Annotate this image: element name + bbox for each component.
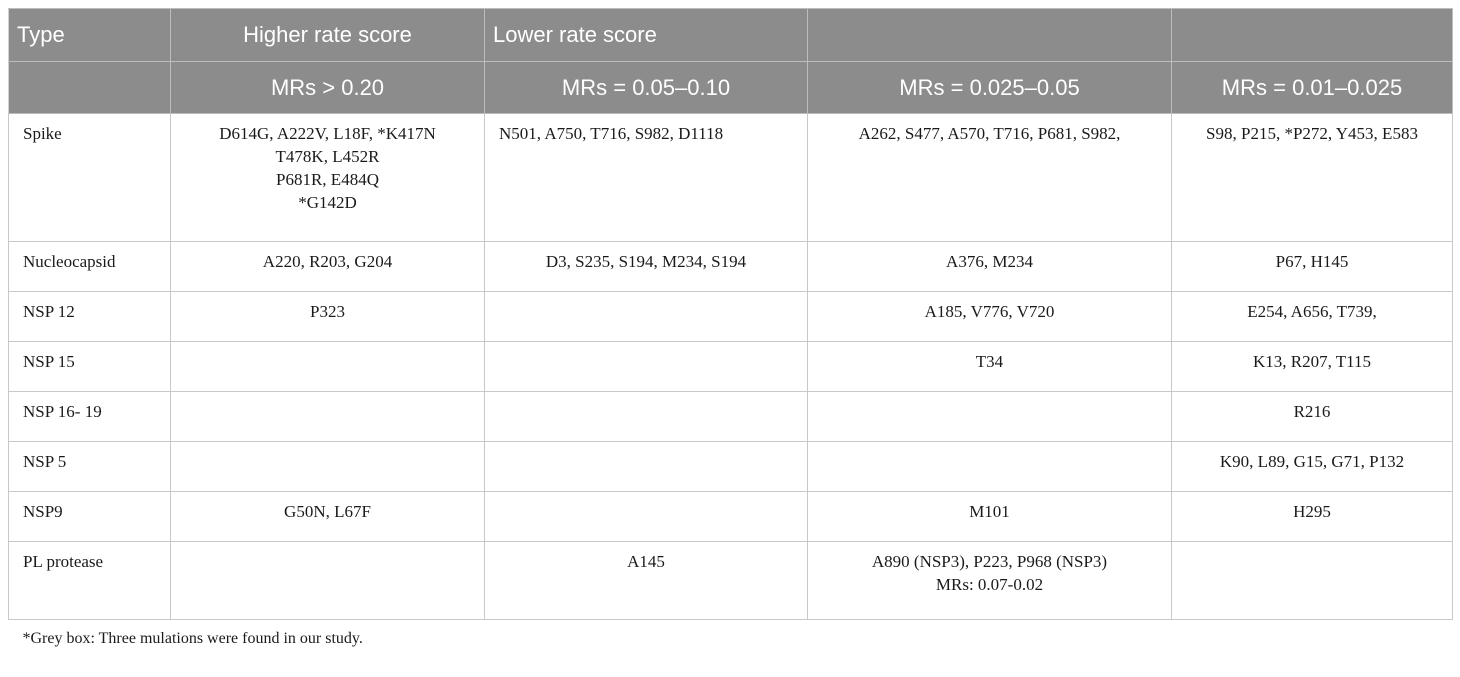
lower-rate-cell [484,441,808,492]
low-rate-cell: R216 [1171,391,1453,442]
mutation-list-line: *G142D [298,193,357,212]
mutation-list-line: D614G, A222V, L18F, *K417N [219,124,436,143]
table-body: Spike D614G, A222V, L18F, *K417N T478K, L4… [8,113,1453,620]
higher-rate-cell: A220, R203, G204 [170,241,485,292]
mutation-list-line: E254, A656, T739, [1247,302,1377,321]
higher-rate-cell: D614G, A222V, L18F, *K417N T478K, L452R P6… [170,113,485,242]
header-blank-0 [8,61,171,114]
mid-rate-cell [807,441,1172,492]
mutation-list-line: P681R, E484Q [276,170,379,189]
header-blank-3 [807,8,1172,62]
low-rate-cell: H295 [1171,491,1453,542]
lower-rate-cell: A145 [484,541,808,620]
lower-rate-cell [484,491,808,542]
lower-rate-cell [484,291,808,342]
mutation-list-line: A890 (NSP3), P223, P968 (NSP3) [871,552,1108,571]
low-rate-cell: K90, L89, G15, G71, P132 [1171,441,1453,492]
table-row: PL protease A145 A890 (NSP3), P223, P968 (… [8,541,1453,620]
higher-rate-cell [170,341,485,392]
header-blank-4 [1171,8,1453,62]
mid-rate-cell: A262, S477, A570, T716, P681, S982, [807,113,1172,242]
footnote-row: *Grey box: Three mulations were found in… [9,620,1453,663]
table-row: NSP 12 P323 A185, V776, V720 E254, A656, T7… [8,291,1453,342]
mid-rate-cell: A376, M234 [807,241,1172,292]
higher-rate-cell: P323 [170,291,485,342]
lower-rate-cell [484,341,808,392]
higher-rate-cell [170,541,485,620]
header-mrs-gt-020: MRs > 0.20 [170,61,485,114]
row-type-label: Nucleocapsid [8,241,171,292]
mid-rate-cell: M101 [807,491,1172,542]
mutation-list-line: A376, M234 [946,252,1033,271]
mutation-list-line: G50N, L67F [284,502,371,521]
mutation-list-line: A185, V776, V720 [924,302,1055,321]
mutation-list-line: K90, L89, G15, G71, P132 [1219,452,1405,471]
header-row-1: Type Higher rate score Lower rate score [8,8,1453,62]
mutation-list-line: A262, S477, A570, T716, P681, S982, [858,124,1121,143]
mutation-list-line: P323 [310,302,345,321]
low-rate-cell: P67, H145 [1171,241,1453,292]
header-type: Type [8,8,171,62]
footnote: *Grey box: Three mulations were found in… [22,630,363,647]
header-higher-rate: Higher rate score [170,8,485,62]
mutation-list-line: K13, R207, T115 [1252,352,1372,371]
lower-rate-cell [484,391,808,442]
row-type-label: NSP 12 [8,291,171,342]
higher-rate-cell [170,441,485,492]
table-row: NSP 15 T34 K13, R207, T115 [8,341,1453,392]
mutation-list-line: M101 [969,502,1010,521]
row-type-label: PL protease [8,541,171,620]
header-lower-rate: Lower rate score [484,8,808,62]
higher-rate-cell: G50N, L67F [170,491,485,542]
table-row: NSP 16- 19 R216 [8,391,1453,442]
header-mrs-001-0025: MRs = 0.01–0.025 [1171,61,1453,114]
row-type-label: NSP9 [8,491,171,542]
mutation-list-line: D3, S235, S194, M234, S194 [545,252,747,271]
mutation-table-wrapper: Type Higher rate score Lower rate score … [8,8,1453,662]
low-rate-cell: E254, A656, T739, [1171,291,1453,342]
table-row: Nucleocapsid A220, R203, G204 D3, S235, S1… [8,241,1453,292]
row-type-label: NSP 16- 19 [8,391,171,442]
row-type-label: Spike [8,113,171,242]
mutation-list-line: A145 [627,552,665,571]
mutation-list-line: T34 [975,352,1004,371]
mutation-list-line: T478K, L452R [275,147,380,166]
mutation-list-line: R216 [1293,402,1331,421]
mid-rate-cell: A890 (NSP3), P223, P968 (NSP3) MRs: 0.07-… [807,541,1172,620]
mutation-list-line: H295 [1293,502,1331,521]
mutation-list-line: A220, R203, G204 [262,252,393,271]
header-row-2: MRs > 0.20 MRs = 0.05–0.10 MRs = 0.025–0… [8,61,1453,114]
lower-rate-cell: D3, S235, S194, M234, S194 [484,241,808,292]
low-rate-cell: K13, R207, T115 [1171,341,1453,392]
mid-rate-cell: A185, V776, V720 [807,291,1172,342]
table-row: NSP 5 K90, L89, G15, G71, P132 [8,441,1453,492]
mutation-list-line: P67, H145 [1275,252,1349,271]
mid-rate-cell: T34 [807,341,1172,392]
header-mrs-005-010: MRs = 0.05–0.10 [484,61,808,114]
table-row: NSP9 G50N, L67F M101 H295 [8,491,1453,542]
mid-rate-cell [807,391,1172,442]
header-mrs-0025-005: MRs = 0.025–0.05 [807,61,1172,114]
row-type-label: NSP 15 [8,341,171,392]
mutation-rate-table: Type Higher rate score Lower rate score … [8,8,1453,662]
table-row: Spike D614G, A222V, L18F, *K417N T478K, L4… [8,113,1453,242]
low-rate-cell [1171,541,1453,620]
low-rate-cell: S98, P215, *P272, Y453, E583 [1171,113,1453,242]
mutation-list-line: N501, A750, T716, S982, D1118 [499,124,724,143]
row-type-label: NSP 5 [8,441,171,492]
mutation-list-line: MRs: 0.07-0.02 [935,575,1044,594]
mutation-list-line: S98, P215, *P272, Y453, E583 [1206,124,1418,143]
higher-rate-cell [170,391,485,442]
lower-rate-cell: N501, A750, T716, S982, D1118 [484,113,808,242]
